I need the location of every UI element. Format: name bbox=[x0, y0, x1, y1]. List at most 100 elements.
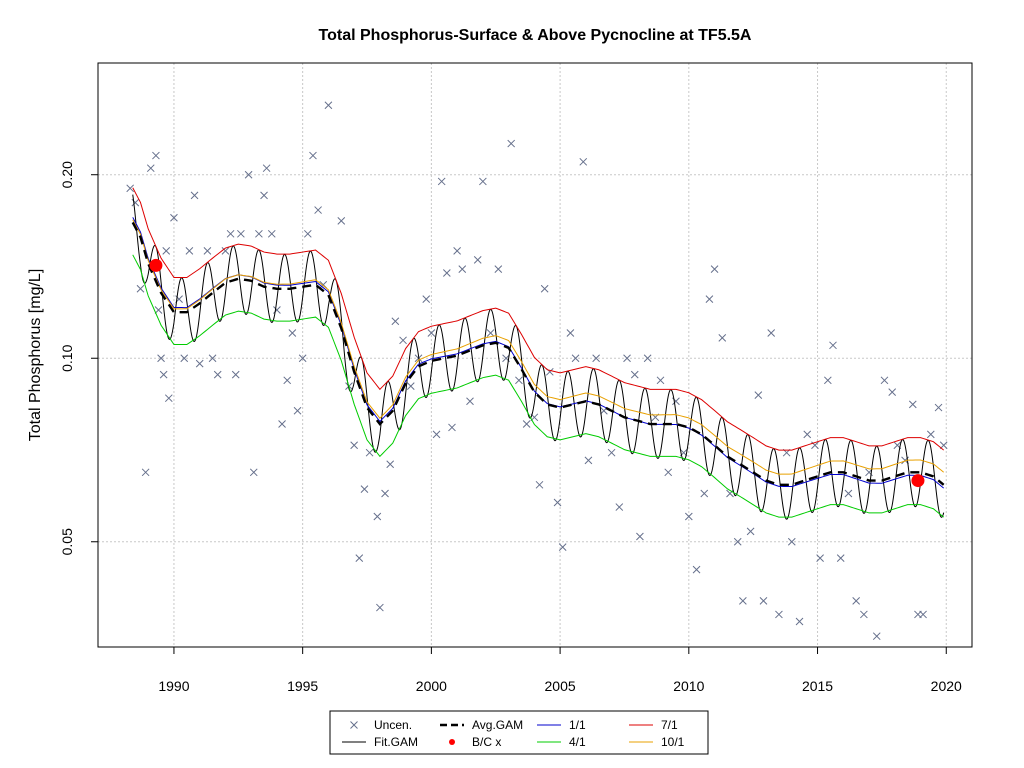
uncen-point bbox=[249, 468, 258, 477]
uncen-point bbox=[355, 554, 364, 562]
uncen-point bbox=[293, 406, 302, 415]
uncen-point bbox=[486, 329, 495, 337]
chart-title: Total Phosphorus-Surface & Above Pycnocl… bbox=[319, 27, 752, 44]
uncen-point bbox=[494, 265, 503, 274]
uncen-point bbox=[386, 460, 395, 469]
uncen-point bbox=[872, 632, 881, 641]
y-tick-label: 0.10 bbox=[59, 344, 75, 371]
uncen-point bbox=[244, 170, 253, 179]
uncen-point bbox=[365, 448, 374, 457]
uncen-point bbox=[607, 448, 616, 457]
uncen-point bbox=[836, 554, 845, 562]
uncen-point bbox=[522, 420, 531, 428]
uncen-point bbox=[684, 512, 693, 521]
uncen-point bbox=[146, 164, 155, 173]
uncen-point bbox=[623, 354, 631, 363]
uncen-point bbox=[759, 596, 768, 605]
uncen-point bbox=[636, 532, 644, 541]
uncen-point bbox=[584, 456, 593, 465]
gam-lines bbox=[131, 187, 945, 520]
uncen-point bbox=[553, 498, 562, 507]
x-tick-label: 2010 bbox=[673, 678, 704, 694]
uncen-point bbox=[432, 430, 441, 439]
uncen-point bbox=[700, 489, 709, 498]
avg-gam-line bbox=[131, 221, 945, 487]
uncen-point bbox=[213, 370, 222, 379]
legend-label: Fit.GAM bbox=[374, 735, 418, 749]
uncen-point bbox=[159, 370, 168, 379]
uncen-point bbox=[746, 527, 755, 536]
uncen-point bbox=[718, 334, 727, 342]
uncen-point bbox=[507, 139, 516, 148]
axes: 1990 1995 2000 2005 2010 2015 2020 0.05 0.10 0.20 bbox=[59, 161, 962, 694]
uncen-point bbox=[180, 354, 189, 363]
uncen-point bbox=[381, 489, 389, 498]
uncen-point bbox=[231, 370, 240, 379]
legend-label: 7/1 bbox=[661, 718, 678, 732]
series-10-1-line bbox=[132, 219, 944, 475]
uncen-point bbox=[630, 370, 639, 379]
uncen-point bbox=[908, 400, 917, 409]
uncen-point bbox=[803, 430, 812, 439]
uncen-point bbox=[283, 376, 292, 385]
uncen-point bbox=[733, 537, 742, 546]
legend-box bbox=[329, 710, 709, 755]
bc-points bbox=[149, 258, 925, 488]
uncen-point bbox=[437, 177, 446, 186]
uncen-point bbox=[309, 151, 317, 160]
x-tick-label: 2005 bbox=[545, 678, 576, 694]
uncen-point bbox=[154, 306, 163, 314]
uncen-point bbox=[852, 596, 861, 605]
uncen-point bbox=[816, 554, 824, 562]
uncen-point bbox=[860, 610, 868, 619]
series-7-1-line bbox=[132, 187, 944, 451]
legend: Uncen. Fit.GAM Avg.GAM B/C x 1/1 4/1 7/1 10/1 bbox=[329, 710, 709, 755]
uncen-point bbox=[360, 485, 369, 493]
uncen-point bbox=[350, 441, 359, 450]
uncen-point bbox=[787, 537, 796, 546]
uncen-point bbox=[535, 480, 544, 489]
uncen-point bbox=[558, 543, 567, 551]
uncen-point bbox=[162, 247, 171, 255]
uncen-point bbox=[664, 468, 673, 477]
uncen-point bbox=[260, 191, 268, 200]
uncen-point bbox=[888, 388, 897, 396]
bc-point bbox=[911, 474, 925, 488]
uncen-point bbox=[571, 354, 580, 363]
uncen-point bbox=[273, 306, 281, 314]
uncen-point bbox=[203, 247, 212, 255]
uncen-point bbox=[754, 391, 763, 399]
uncen-point bbox=[934, 403, 943, 412]
uncen-point bbox=[705, 295, 714, 304]
uncen-point bbox=[458, 265, 467, 274]
uncen-point bbox=[208, 354, 217, 363]
uncen-points bbox=[126, 101, 948, 641]
legend-label: B/C x bbox=[472, 735, 501, 749]
uncen-point bbox=[880, 376, 889, 385]
uncen-point bbox=[391, 317, 400, 326]
uncen-point bbox=[278, 420, 286, 428]
series-1-1-line bbox=[132, 217, 944, 489]
legend-label: 1/1 bbox=[569, 718, 586, 732]
x-tick-label: 2000 bbox=[416, 678, 447, 694]
uncen-point bbox=[919, 610, 927, 619]
x-tick-label: 1995 bbox=[287, 678, 318, 694]
series-4-1-line bbox=[132, 254, 944, 518]
uncen-point bbox=[615, 503, 624, 511]
uncen-point bbox=[255, 229, 263, 238]
uncen-point bbox=[775, 610, 783, 619]
x-tick-label: 1990 bbox=[158, 678, 189, 694]
uncen-point bbox=[795, 617, 804, 626]
uncen-point bbox=[190, 191, 199, 200]
uncen-point bbox=[422, 295, 431, 304]
uncen-point bbox=[473, 256, 482, 264]
uncen-point bbox=[427, 329, 436, 337]
x-tick-label: 2020 bbox=[931, 678, 962, 694]
y-axis-label: Total Phosphorus [mg/L] bbox=[27, 269, 44, 442]
uncen-point bbox=[221, 247, 230, 255]
uncen-point bbox=[141, 468, 150, 477]
uncen-point bbox=[131, 198, 140, 207]
uncen-point bbox=[126, 184, 135, 193]
uncen-point bbox=[479, 177, 487, 186]
